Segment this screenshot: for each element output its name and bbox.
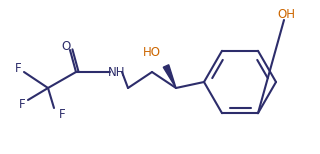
Text: F: F — [19, 97, 25, 111]
Text: OH: OH — [277, 8, 295, 20]
Text: HO: HO — [143, 45, 161, 59]
Text: NH: NH — [108, 65, 126, 79]
Polygon shape — [163, 65, 176, 88]
Text: F: F — [59, 107, 65, 120]
Text: O: O — [61, 39, 71, 53]
Text: F: F — [15, 61, 21, 75]
